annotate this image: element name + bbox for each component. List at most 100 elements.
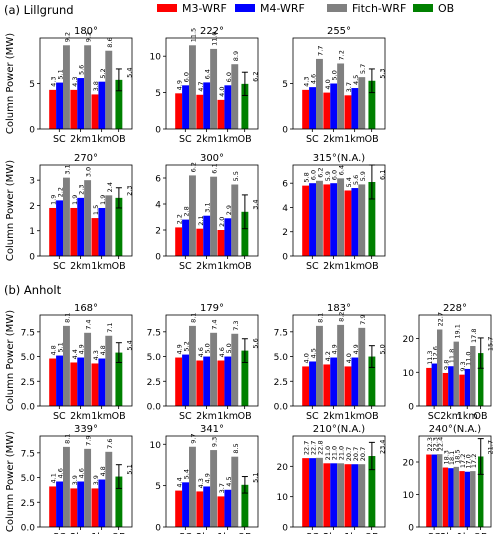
y-tick-label: 0 <box>29 126 35 136</box>
x-tick-label: 1km <box>91 411 112 422</box>
bar-value-label: 1.9 <box>71 195 79 205</box>
x-tick-label: SC <box>53 532 66 534</box>
bar-m4-wrf-1 <box>330 183 338 256</box>
y-tick-label: 4 <box>282 204 288 214</box>
x-tick-label: SC <box>306 134 319 145</box>
x-tick-label: 1km <box>457 411 478 422</box>
x-tick-label: OB <box>112 532 126 534</box>
bar-m3-wrf-0 <box>302 458 310 527</box>
x-tick-label: OB <box>474 532 488 534</box>
bar-value-label: 7.2 <box>338 50 346 60</box>
panel-frame <box>39 435 133 528</box>
y-tick-label: 2.5 <box>21 499 35 509</box>
bar-m3-wrf-2 <box>459 471 465 527</box>
bar-value-label: 4.0 <box>324 79 332 89</box>
bar-m3-wrf-1 <box>442 372 449 406</box>
panel-11: 341° 0 5 10 4.45.4 9.7 4.34.9 9.3 3.74.5 8.5 5.1 SC… <box>150 424 260 534</box>
bar-m3-wrf-2 <box>344 366 352 406</box>
panel-frame <box>292 435 386 528</box>
panel-frame <box>292 314 386 407</box>
panel-2: 255° 0 5 4.34.6 7.7 4.05.0 7.2 3.74.55.7 5.3 SC 2k… <box>282 26 386 145</box>
bar-fitch-wrf-2 <box>470 346 476 406</box>
x-tick-label: 2km <box>323 261 344 272</box>
y-tick-label: 6 <box>282 180 288 190</box>
panel-6: 168°0.02.55.07.54.85.18.14.44.97.44.34.8… <box>5 303 133 422</box>
x-tick-label: SC <box>53 261 66 272</box>
panel-frame <box>165 435 259 528</box>
bar-fitch-wrf-1 <box>453 466 459 527</box>
bar-fitch-wrf-1 <box>337 463 345 527</box>
bar-m3-wrf-1 <box>70 362 78 406</box>
section-label-anholt: (b) Anholt <box>4 283 62 297</box>
panel-0: 180°05 4.35.19.24.35.69.23.85.28.65.4SC 2k… <box>5 26 133 145</box>
y-tick-label: 5.0 <box>274 353 289 363</box>
bar-value-label: 4.3 <box>92 350 100 360</box>
bar-m3-wrf-1 <box>323 184 331 256</box>
panel-title: 222° <box>200 26 224 37</box>
bar-ob <box>368 80 376 129</box>
bar-value-label: 5.6 <box>78 65 86 75</box>
bar-m4-wrf-0 <box>182 354 189 406</box>
bar-value-label: 5.0 <box>378 344 386 354</box>
y-tick-label: 2.5 <box>274 378 288 388</box>
bar-value-label: 3.4 <box>251 199 259 209</box>
panel-frame <box>39 37 133 130</box>
panel-frame <box>292 164 386 257</box>
bar-value-label: 9.2 <box>85 32 93 42</box>
bar-value-label: 6.0 <box>183 72 191 82</box>
bar-fitch-wrf-0 <box>437 329 443 406</box>
bar-value-label: 4.6 <box>57 468 65 478</box>
bar-value-label: 7.1 <box>106 322 114 332</box>
bar-m3-wrf-1 <box>323 92 331 129</box>
panel-1: 222°05104.96.011.54.76.411.04.06.08.96.2… <box>150 26 260 145</box>
bar-fitch-wrf-1 <box>84 332 92 406</box>
y-tick-label: 10 <box>403 369 415 379</box>
bar-m4-wrf-0 <box>182 219 189 256</box>
bar-m4-wrf-0 <box>56 82 63 129</box>
panel-frame <box>39 164 133 257</box>
x-tick-label: SC <box>179 532 192 534</box>
bar-value-label: 4.6 <box>218 347 226 357</box>
bar-m4-wrf-0 <box>431 454 437 527</box>
y-tick-label: 0.0 <box>274 403 289 413</box>
bar-value-label: 9.3 <box>211 437 219 447</box>
bar-value-label: 4.9 <box>78 344 86 354</box>
bar-value-label: 21.0 <box>331 446 339 460</box>
panel-13: 240°(N.A.)0102022.322.322.418.318.118.51… <box>403 424 495 534</box>
bar-value-label: 4.3 <box>197 478 205 488</box>
bar-value-label: 4.9 <box>176 344 184 354</box>
x-tick-label: SC <box>306 532 319 534</box>
panel-title: 228° <box>443 303 467 314</box>
x-tick-label: 1km <box>91 261 112 272</box>
panel-title: 240°(N.A.) <box>429 424 481 435</box>
panel-title: 179° <box>200 303 224 314</box>
bar-m4-wrf-1 <box>203 82 211 129</box>
bar-value-label: 5.5 <box>232 171 240 181</box>
y-tick-label: 6 <box>155 175 161 185</box>
panel-frame <box>165 314 259 407</box>
bar-value-label: 5.8 <box>303 172 311 182</box>
bar-value-label: 22.7 <box>303 441 311 455</box>
bar-value-label: 4.9 <box>331 344 339 354</box>
bar-value-label: 3.7 <box>345 82 353 92</box>
panel-8: 183°0.02.55.07.54.04.58.14.24.98.24.04.9… <box>274 303 387 422</box>
bar-ob <box>115 79 123 129</box>
bar-ob <box>241 350 249 406</box>
x-tick-label: OB <box>238 134 252 145</box>
bar-value-label: 4.9 <box>176 80 184 90</box>
bar-m3-wrf-2 <box>217 360 225 406</box>
bar-value-label: 4.5 <box>225 476 233 486</box>
bar-value-label: 7.9 <box>85 436 93 446</box>
x-tick-label: OB <box>238 532 252 534</box>
bar-fitch-wrf-2 <box>105 195 113 256</box>
x-tick-label: SC <box>306 411 319 422</box>
bar-m4-wrf-0 <box>309 458 316 527</box>
bar-value-label: 4.5 <box>310 348 318 358</box>
bar-value-label: 5.4 <box>183 469 191 479</box>
y-tick-label: 5.0 <box>21 474 36 484</box>
bar-fitch-wrf-1 <box>337 63 345 130</box>
y-tick-label: 7.5 <box>274 328 288 338</box>
bar-m4-wrf-2 <box>351 464 359 527</box>
bar-value-label: 5.0 <box>204 343 212 353</box>
